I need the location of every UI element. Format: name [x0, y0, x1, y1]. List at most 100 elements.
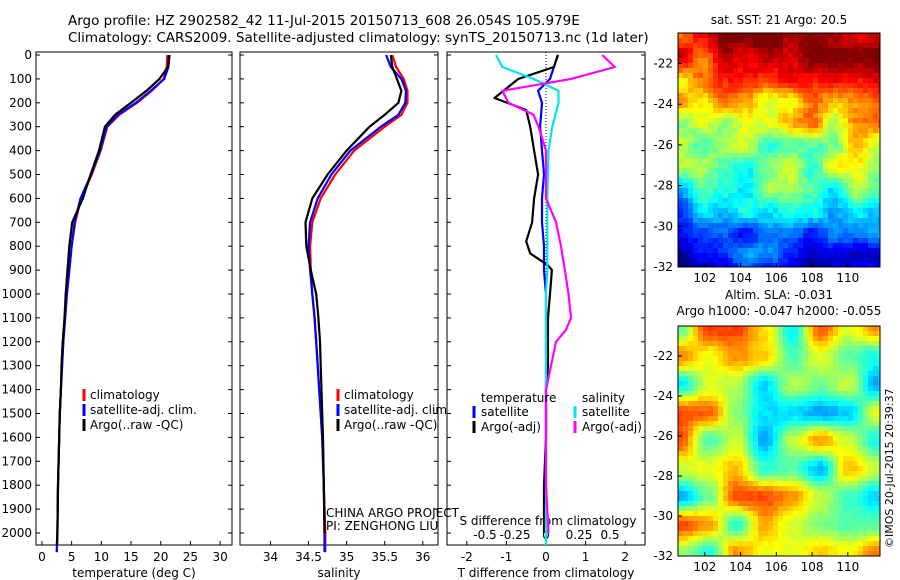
map-cell: [793, 396, 798, 401]
map-cell: [733, 356, 738, 361]
map-cell: [678, 208, 683, 213]
map-cell: [818, 381, 823, 386]
map-cell: [868, 471, 873, 476]
map-cell: [813, 138, 818, 143]
map-cell: [783, 411, 788, 416]
map-cell: [708, 436, 713, 441]
map-cell: [723, 258, 728, 263]
map-cell: [703, 521, 708, 526]
map-cell: [783, 53, 788, 58]
map-cell: [878, 531, 880, 536]
map-cell: [798, 148, 803, 153]
map-cell: [703, 451, 708, 456]
map-cell: [678, 88, 683, 93]
map-cell: [758, 188, 763, 193]
map-cell: [838, 446, 843, 451]
map-cell: [723, 83, 728, 88]
map-cell: [753, 436, 758, 441]
map-cell: [753, 123, 758, 128]
map-cell: [683, 133, 688, 138]
map-cell: [873, 476, 878, 481]
map-cell: [683, 456, 688, 461]
map-cell: [853, 93, 858, 98]
map-cell: [748, 253, 753, 258]
map-cell: [818, 203, 823, 208]
map-cell: [853, 386, 858, 391]
map-cell: [708, 356, 713, 361]
map-cell: [798, 113, 803, 118]
map-cell: [828, 426, 833, 431]
map-cell: [848, 148, 853, 153]
map-cell: [863, 481, 868, 486]
map-cell: [853, 481, 858, 486]
map-cell: [823, 491, 828, 496]
map-cell: [798, 331, 803, 336]
map-cell: [838, 258, 843, 263]
y-tick-label: -26: [653, 138, 673, 152]
map-cell: [858, 198, 863, 203]
map-cell: [768, 163, 773, 168]
map-cell: [828, 471, 833, 476]
map-cell: [828, 421, 833, 426]
map-cell: [698, 396, 703, 401]
map-cell: [858, 406, 863, 411]
map-cell: [848, 436, 853, 441]
map-cell: [733, 426, 738, 431]
map-cell: [793, 551, 798, 556]
map-cell: [773, 406, 778, 411]
map-cell: [758, 128, 763, 133]
map-cell: [803, 203, 808, 208]
map-cell: [773, 53, 778, 58]
map-cell: [738, 421, 743, 426]
map-cell: [683, 183, 688, 188]
map-cell: [843, 361, 848, 366]
map-cell: [728, 521, 733, 526]
map-cell: [708, 501, 713, 506]
map-cell: [788, 506, 793, 511]
map-cell: [708, 471, 713, 476]
map-cell: [838, 406, 843, 411]
map-cell: [863, 436, 868, 441]
map-cell: [823, 326, 828, 331]
map-cell: [823, 396, 828, 401]
map-cell: [718, 83, 723, 88]
map-cell: [693, 53, 698, 58]
map-cell: [743, 546, 748, 551]
map-cell: [868, 436, 873, 441]
map-cell: [823, 496, 828, 501]
map-cell: [773, 263, 778, 267]
map-cell: [773, 88, 778, 93]
map-cell: [753, 223, 758, 228]
map-cell: [798, 326, 803, 331]
map-cell: [783, 491, 788, 496]
map-cell: [738, 386, 743, 391]
map-cell: [843, 391, 848, 396]
map-cell: [768, 103, 773, 108]
map-cell: [788, 138, 793, 143]
map-cell: [823, 208, 828, 213]
map-cell: [793, 38, 798, 43]
map-cell: [733, 223, 738, 228]
map-cell: [793, 331, 798, 336]
map-cell: [773, 536, 778, 541]
map-cell: [693, 33, 698, 38]
map-cell: [833, 491, 838, 496]
map-cell: [708, 48, 713, 53]
map-cell: [783, 243, 788, 248]
map-cell: [848, 218, 853, 223]
map-cell: [878, 481, 880, 486]
map-cell: [848, 341, 853, 346]
map-cell: [688, 103, 693, 108]
map-cell: [838, 123, 843, 128]
map-cell: [783, 108, 788, 113]
map-cell: [768, 486, 773, 491]
x-tick-label: 2: [621, 550, 629, 564]
map-cell: [878, 123, 880, 128]
map-cell: [813, 341, 818, 346]
map-cell: [728, 456, 733, 461]
map-cell: [743, 258, 748, 263]
map-cell: [688, 93, 693, 98]
map-cell: [688, 516, 693, 521]
map-cell: [753, 496, 758, 501]
map-cell: [723, 441, 728, 446]
